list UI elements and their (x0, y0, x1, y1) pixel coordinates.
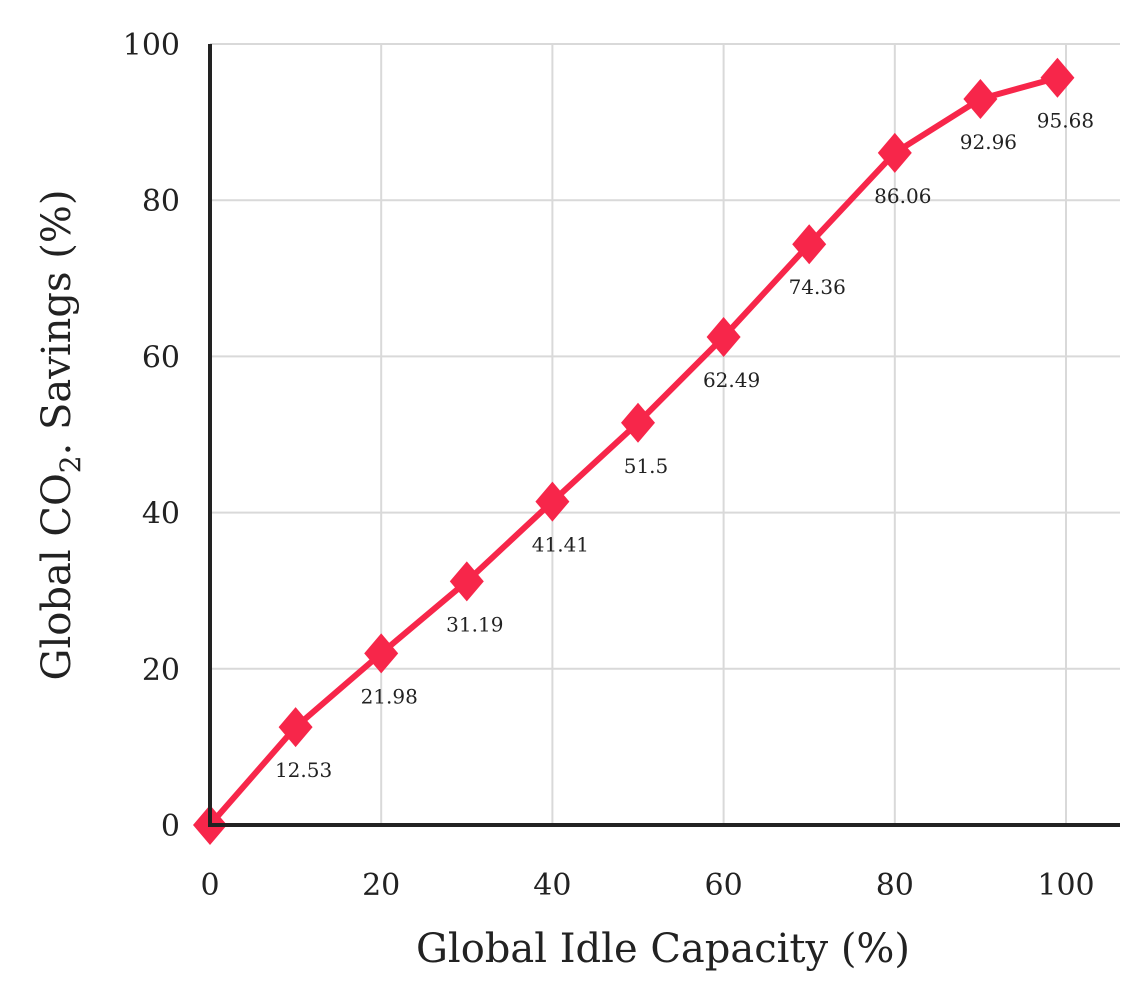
data-point-marker (449, 561, 484, 602)
data-labels: 12.53 21.98 31.19 41.41 51.5 62.49 74.36 86.06 9… (275, 109, 1094, 782)
data-point-marker (706, 316, 741, 357)
y-tick-label: 0 (161, 809, 180, 844)
data-label: 31.19 (446, 612, 503, 636)
data-label: 21.98 (361, 684, 418, 708)
y-tick-label: 60 (142, 340, 180, 375)
tick-labels: 0 20 40 60 80 100 0 20 40 60 80 100 (123, 28, 1095, 903)
y-axis-title-subscript: 2 (54, 455, 87, 473)
data-label: 62.49 (703, 368, 760, 392)
x-tick-label: 100 (1037, 868, 1094, 903)
data-label: 41.41 (532, 533, 589, 557)
x-tick-label: 80 (876, 868, 914, 903)
axes (208, 44, 1120, 827)
data-label: 95.68 (1037, 109, 1094, 133)
y-axis-title-part-2: . Savings (%) (34, 190, 80, 456)
y-axis-title: Global CO2. Savings (%) (34, 190, 87, 681)
y-tick-label: 80 (142, 184, 180, 219)
grid-lines (210, 43, 1120, 825)
y-tick-label: 40 (142, 497, 180, 532)
data-label: 74.36 (789, 275, 846, 299)
x-tick-label: 0 (200, 868, 219, 903)
y-tick-label: 20 (142, 653, 180, 688)
x-tick-label: 60 (705, 868, 743, 903)
data-point-marker (792, 224, 827, 265)
data-label: 51.5 (624, 454, 669, 478)
x-tick-label: 40 (533, 868, 571, 903)
data-point-marker (278, 707, 313, 748)
y-tick-label: 100 (123, 28, 180, 63)
data-point-marker (535, 481, 570, 522)
data-point-marker (963, 78, 998, 119)
data-point-marker (364, 633, 399, 674)
data-label: 92.96 (960, 130, 1017, 154)
data-point-marker (1040, 57, 1075, 98)
series-line-group (193, 57, 1075, 845)
data-label: 86.06 (874, 184, 931, 208)
data-label: 12.53 (275, 758, 332, 782)
y-axis-title-part-1: Global CO (34, 473, 80, 680)
x-tick-label: 20 (362, 868, 400, 903)
x-axis-title: Global Idle Capacity (%) (416, 926, 910, 972)
data-point-marker (877, 132, 912, 173)
data-point-marker (621, 402, 655, 443)
